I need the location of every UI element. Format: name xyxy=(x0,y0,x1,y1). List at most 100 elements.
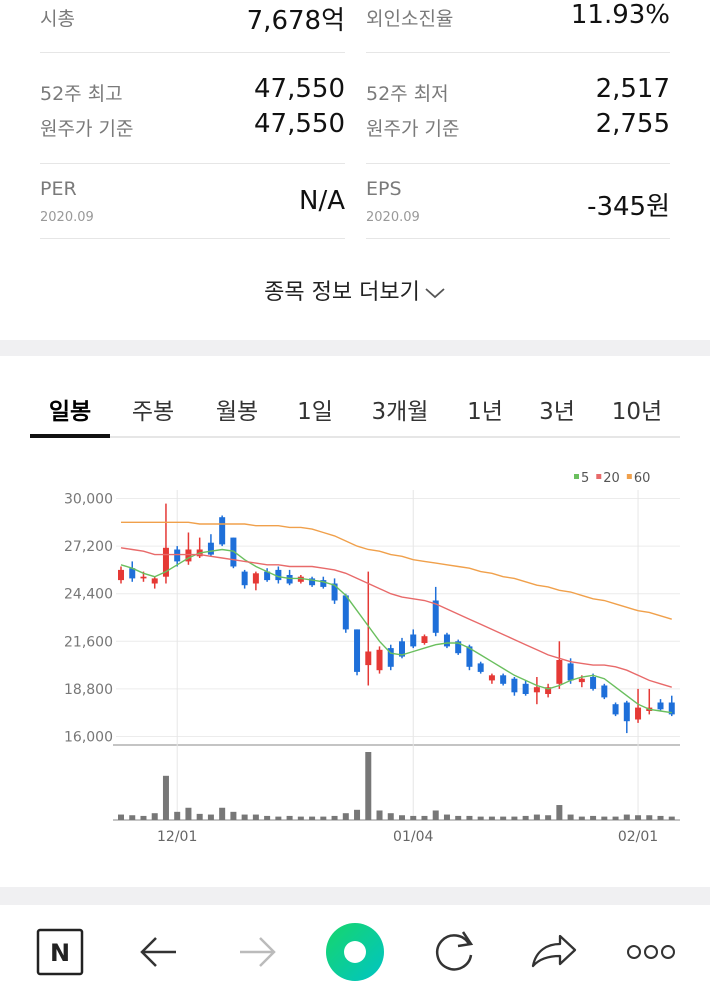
candle-body xyxy=(207,542,214,555)
volume-bar xyxy=(477,816,484,820)
tab[interactable]: 주봉 xyxy=(131,399,175,425)
candle-body xyxy=(275,569,282,581)
label: 원주가 기준 xyxy=(40,118,134,140)
volume-bar xyxy=(286,815,293,820)
volume-bar xyxy=(241,814,248,820)
share[interactable] xyxy=(531,934,577,968)
y-tick-label: 21,600 xyxy=(64,634,113,650)
legend-label: 20 xyxy=(603,471,620,486)
volume-bar xyxy=(500,816,507,820)
divider xyxy=(366,52,670,53)
divider-band xyxy=(0,887,710,905)
moving-average xyxy=(120,547,672,688)
volume-bar xyxy=(174,811,181,820)
value: 11.93% xyxy=(570,0,670,30)
volume-bar xyxy=(264,815,271,820)
date: 2020.09 xyxy=(40,210,94,225)
nav-bar: N xyxy=(36,923,675,981)
volume-bar xyxy=(140,815,147,820)
label: PER xyxy=(40,178,77,200)
forward[interactable] xyxy=(240,937,276,967)
tab[interactable]: 1년 xyxy=(467,399,503,425)
candle-body xyxy=(421,636,428,643)
more-dot[interactable] xyxy=(627,945,641,959)
volume-bar xyxy=(657,815,664,820)
candle-body xyxy=(387,648,394,667)
candle-body xyxy=(578,678,585,683)
moving-average xyxy=(120,548,672,714)
candle-body xyxy=(162,547,169,577)
y-tick-label: 30,000 xyxy=(64,492,113,508)
candle-body xyxy=(174,549,181,562)
tab[interactable]: 3개월 xyxy=(371,399,429,425)
candle-body xyxy=(657,702,664,710)
y-tick-label: 24,400 xyxy=(64,587,113,603)
candle-body xyxy=(185,549,192,562)
y-tick-label: 27,200 xyxy=(64,539,113,555)
tab[interactable]: 월봉 xyxy=(215,399,259,425)
x-tick-label: 12/01 xyxy=(157,829,197,845)
volume-bar xyxy=(511,816,518,820)
label: EPS xyxy=(366,178,402,200)
tab[interactable]: 1일 xyxy=(297,399,333,425)
volume-bar xyxy=(399,815,405,820)
candle-body xyxy=(129,568,136,579)
y-tick-label: 18,800 xyxy=(64,682,113,698)
logo-box[interactable] xyxy=(36,928,84,976)
volume-bar xyxy=(432,810,439,820)
label: 원주가 기준 xyxy=(366,118,460,140)
volume-bar xyxy=(185,807,192,820)
volume-bar xyxy=(601,816,608,820)
volume-bar xyxy=(578,816,585,820)
legend-swatch xyxy=(596,474,602,479)
x-tick-label: 02/01 xyxy=(618,829,658,845)
candle-body xyxy=(286,575,293,584)
volume-bar xyxy=(410,815,417,820)
volume-bar xyxy=(668,816,675,820)
value: -345원 xyxy=(587,192,670,222)
volume-bar xyxy=(421,815,428,820)
back[interactable] xyxy=(140,937,176,967)
legend-label: 5 xyxy=(581,471,589,486)
candle-body xyxy=(668,702,675,715)
more-button[interactable]: 종목 정보 더보기 xyxy=(0,274,710,306)
volume-bar xyxy=(522,815,529,820)
tab[interactable]: 일봉 xyxy=(48,399,92,425)
volume-bar xyxy=(331,815,338,820)
tab[interactable]: 10년 xyxy=(611,399,663,425)
value: 7,678억 xyxy=(246,6,345,36)
legend-label: 60 xyxy=(634,471,651,486)
legend-swatch xyxy=(626,474,632,479)
volume-bar xyxy=(635,815,642,820)
candle-body xyxy=(365,651,372,666)
volume-bar xyxy=(533,814,540,820)
date: 2020.09 xyxy=(366,210,420,225)
volume-bar xyxy=(309,816,316,820)
candle-body xyxy=(252,573,259,584)
tab[interactable]: 3년 xyxy=(539,399,575,425)
candle-body xyxy=(342,595,349,630)
more-dot xyxy=(644,945,658,959)
volume-bar xyxy=(466,815,473,820)
volume-bar xyxy=(387,813,394,820)
candle-body xyxy=(264,571,271,581)
candle-body xyxy=(612,704,619,715)
divider xyxy=(366,238,670,239)
candle-body xyxy=(635,707,642,720)
candle-body xyxy=(241,571,248,586)
x-tick-label: 01/04 xyxy=(393,829,433,845)
refresh-head xyxy=(457,931,474,948)
candle-body xyxy=(477,663,484,672)
legend-swatch xyxy=(574,474,579,479)
volume-bar xyxy=(151,813,158,820)
volume-bar xyxy=(162,775,169,820)
candle-body xyxy=(601,685,608,698)
refresh[interactable] xyxy=(435,934,473,971)
volume-bar xyxy=(118,814,124,820)
moving-average xyxy=(121,521,672,620)
volume-bar xyxy=(556,805,563,820)
candle-body xyxy=(219,517,226,545)
divider xyxy=(40,163,345,164)
candle-body xyxy=(354,629,361,672)
